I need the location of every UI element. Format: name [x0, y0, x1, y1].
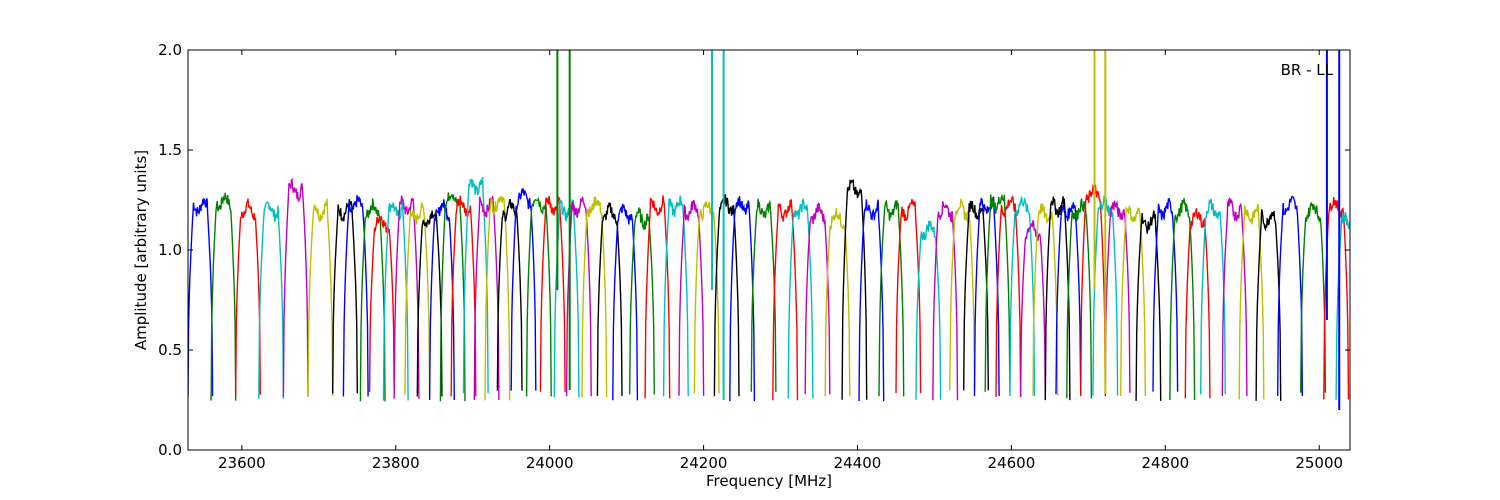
channel-series-52 — [995, 195, 1022, 398]
channel-series-74 — [1335, 212, 1350, 400]
plot-area — [188, 50, 1350, 410]
channel-series-71 — [1277, 195, 1303, 397]
y-tick-label: 1.0 — [158, 241, 182, 259]
channel-series-56 — [1044, 196, 1071, 401]
channel-series-51 — [984, 193, 1011, 392]
channel-series-26 — [565, 196, 592, 397]
x-tick-label: 24400 — [834, 454, 882, 472]
channel-series-61 — [1104, 200, 1131, 393]
channel-series-19 — [473, 196, 500, 401]
channel-series-32 — [662, 195, 689, 397]
channel-series-16 — [439, 192, 466, 402]
channel-series-50 — [973, 196, 1000, 397]
channel-series-6 — [307, 198, 334, 397]
x-axis-label: Frequency [MHz] — [706, 472, 832, 490]
channel-series-14 — [416, 209, 443, 397]
channel-series-3 — [235, 198, 261, 395]
channel-series-48 — [949, 197, 976, 391]
channel-series-33 — [678, 199, 705, 396]
x-tick-label: 23600 — [218, 454, 266, 472]
channel-series-9 — [359, 198, 386, 402]
x-tick-label: 24200 — [680, 454, 728, 472]
channel-series-25 — [553, 199, 580, 398]
x-tick-label: 25000 — [1295, 454, 1343, 472]
channel-series-23 — [525, 196, 552, 397]
channel-series-15 — [428, 199, 455, 401]
channel-series-17 — [450, 195, 477, 397]
channel-series-28 — [596, 202, 623, 396]
channel-series-42 — [841, 178, 868, 400]
channel-series-24 — [539, 195, 566, 392]
channel-series-35 — [713, 194, 740, 397]
channel-series-7 — [332, 199, 358, 394]
channel-series-31 — [644, 195, 671, 399]
channel-series-72 — [1300, 201, 1327, 393]
channel-series-45 — [895, 198, 922, 394]
channel-series-21 — [496, 199, 523, 391]
channel-series-20 — [484, 196, 511, 401]
channel-series-58 — [1066, 198, 1093, 399]
channel-series-2 — [210, 192, 237, 401]
channel-series-13 — [404, 202, 431, 395]
channel-series-22 — [510, 188, 537, 391]
x-tick-label: 24800 — [1141, 454, 1189, 472]
x-axis: 23600 23800 24000 24200 24400 24600 24800 25000 — [218, 50, 1343, 472]
channel-series-59 — [1080, 182, 1106, 397]
y-axis: 0.0 0.5 1.0 1.5 2.0 — [158, 41, 1350, 459]
channel-series-40 — [804, 202, 831, 395]
channel-series-5 — [282, 177, 309, 397]
channel-series-43 — [858, 199, 885, 402]
baseline-annotation: BR - LL — [1281, 61, 1334, 79]
channel-series-67 — [1200, 198, 1226, 395]
channel-series-12 — [393, 195, 420, 399]
x-tick-label: 23800 — [372, 454, 420, 472]
y-tick-label: 1.5 — [158, 141, 182, 159]
channel-series-36 — [729, 196, 756, 402]
channel-series-68 — [1221, 196, 1248, 397]
x-tick-label: 24600 — [988, 454, 1036, 472]
channel-series-49 — [963, 200, 989, 391]
channel-series-70 — [1255, 209, 1282, 401]
channel-series-66 — [1184, 208, 1211, 399]
x-tick-label: 24000 — [526, 454, 574, 472]
channel-series-8 — [342, 195, 369, 397]
channel-series-34 — [693, 201, 720, 394]
channel-series-38 — [772, 199, 799, 401]
y-tick-label: 2.0 — [158, 41, 182, 59]
channel-series-57 — [1055, 202, 1082, 395]
channel-series-1 — [188, 197, 214, 397]
channel-series-30 — [629, 207, 655, 395]
channel-series-37 — [750, 198, 777, 392]
channel-series-4 — [258, 201, 285, 399]
channel-series-54 — [1019, 220, 1046, 398]
channel-series-10 — [368, 215, 395, 393]
y-tick-label: 0.5 — [158, 341, 182, 359]
y-tick-label: 0.0 — [158, 441, 182, 459]
y-axis-label: Amplitude [arbitrary units] — [132, 150, 150, 350]
channel-series-11 — [382, 201, 409, 401]
channel-series-55 — [1032, 203, 1059, 396]
